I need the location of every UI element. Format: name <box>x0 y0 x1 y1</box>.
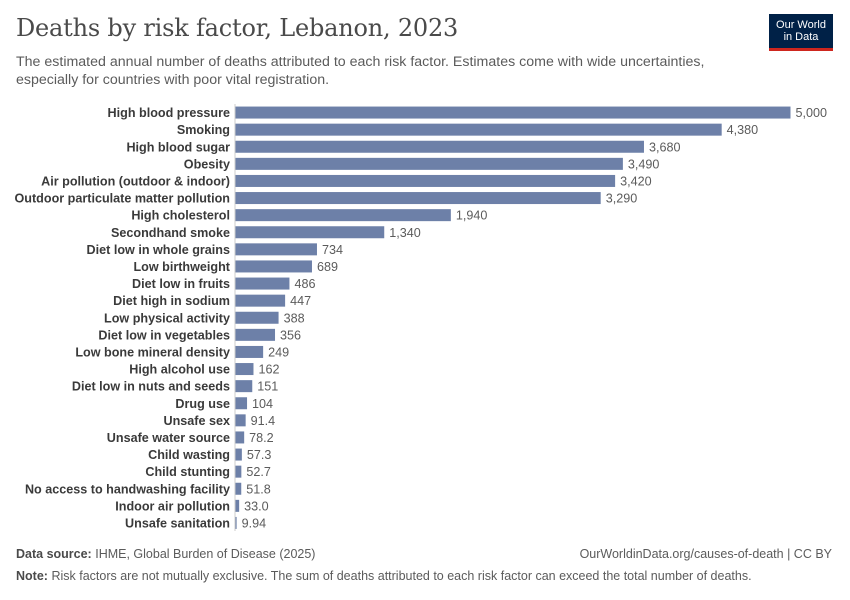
value-label: 1,340 <box>389 226 421 240</box>
bar[interactable] <box>235 311 279 324</box>
category-label: Drug use <box>175 397 230 411</box>
bar[interactable] <box>235 397 248 410</box>
value-label: 9.94 <box>242 516 267 530</box>
logo-line-1: Our World <box>776 19 826 31</box>
value-label: 57.3 <box>247 448 272 462</box>
category-label: Outdoor particulate matter pollution <box>15 192 231 206</box>
category-label: Diet low in nuts and seeds <box>72 380 230 394</box>
category-label: Low birthweight <box>133 260 230 274</box>
bar[interactable] <box>235 380 253 393</box>
bar[interactable] <box>235 294 286 307</box>
bar[interactable] <box>235 345 264 358</box>
data-source-text[interactable]: IHME, Global Burden of Disease (2025) <box>95 547 316 561</box>
value-label: 5,000 <box>796 106 828 120</box>
chart-title: Deaths by risk factor, Lebanon, 2023 <box>16 14 459 42</box>
bar[interactable] <box>235 499 240 512</box>
category-label: Unsafe sanitation <box>125 516 230 530</box>
bar[interactable] <box>235 140 644 153</box>
source-url[interactable]: OurWorldinData.org/causes-of-death | CC … <box>579 547 832 561</box>
footnote: Note: Risk factors are not mutually excl… <box>16 569 752 583</box>
bar[interactable] <box>235 448 242 461</box>
bar[interactable] <box>235 277 290 290</box>
category-label: High blood sugar <box>126 140 230 154</box>
bar[interactable] <box>235 431 245 444</box>
category-label: Diet high in sodium <box>113 294 230 308</box>
value-label: 3,420 <box>620 174 652 188</box>
value-label: 33.0 <box>244 499 269 513</box>
bar[interactable] <box>235 106 791 119</box>
value-label: 689 <box>317 260 338 274</box>
category-label: High alcohol use <box>129 363 230 377</box>
bar[interactable] <box>235 174 616 187</box>
category-label: Low bone mineral density <box>75 345 230 359</box>
value-label: 388 <box>284 311 305 325</box>
bar-chart: High blood pressure 5,000 Smoking 4,380 High… <box>15 104 828 531</box>
value-label: 51.8 <box>246 482 271 496</box>
category-label: Diet low in whole grains <box>87 243 230 257</box>
data-source: Data source: IHME, Global Burden of Dise… <box>16 547 315 561</box>
category-label: High blood pressure <box>108 106 230 120</box>
value-label: 151 <box>257 380 278 394</box>
note-text: Risk factors are not mutually exclusive.… <box>51 569 752 583</box>
category-label: Unsafe sex <box>163 414 230 428</box>
bar[interactable] <box>235 465 242 478</box>
category-label: Air pollution (outdoor & indoor) <box>41 174 230 188</box>
value-label: 356 <box>280 328 301 342</box>
category-label: Diet low in vegetables <box>98 328 230 342</box>
bar[interactable] <box>235 516 237 529</box>
bar[interactable] <box>235 209 451 222</box>
bar[interactable] <box>235 157 623 170</box>
value-label: 3,680 <box>649 140 681 154</box>
bar[interactable] <box>235 414 246 427</box>
value-label: 52.7 <box>246 465 271 479</box>
value-label: 162 <box>258 363 279 377</box>
category-label: No access to handwashing facility <box>25 482 230 496</box>
value-label: 249 <box>268 345 289 359</box>
bar[interactable] <box>235 192 601 205</box>
bar[interactable] <box>235 328 276 341</box>
bar[interactable] <box>235 226 385 239</box>
value-label: 3,290 <box>606 192 638 206</box>
bar[interactable] <box>235 123 722 136</box>
category-label: Low physical activity <box>104 311 230 325</box>
category-label: Indoor air pollution <box>115 499 230 513</box>
category-label: Unsafe water source <box>107 431 230 445</box>
value-label: 1,940 <box>456 209 488 223</box>
bar[interactable] <box>235 482 242 495</box>
note-label: Note: <box>16 569 48 583</box>
owid-logo[interactable]: Our World in Data <box>769 14 833 51</box>
chart-subtitle: The estimated annual number of deaths at… <box>16 54 705 88</box>
category-label: High cholesterol <box>131 209 230 223</box>
value-label: 3,490 <box>628 157 660 171</box>
logo-line-2: in Data <box>783 31 819 43</box>
value-label: 104 <box>252 397 273 411</box>
category-label: Secondhand smoke <box>111 226 230 240</box>
value-label: 486 <box>294 277 315 291</box>
category-label: Obesity <box>184 157 230 171</box>
value-label: 91.4 <box>251 414 276 428</box>
bar[interactable] <box>235 260 312 273</box>
category-label: Smoking <box>177 123 230 137</box>
value-label: 4,380 <box>727 123 759 137</box>
bar[interactable] <box>235 363 254 376</box>
bar[interactable] <box>235 243 317 256</box>
value-label: 734 <box>322 243 343 257</box>
value-label: 78.2 <box>249 431 274 445</box>
category-label: Child stunting <box>145 465 230 479</box>
category-label: Child wasting <box>148 448 230 462</box>
value-label: 447 <box>290 294 311 308</box>
category-label: Diet low in fruits <box>132 277 230 291</box>
data-source-label: Data source: <box>16 547 92 561</box>
